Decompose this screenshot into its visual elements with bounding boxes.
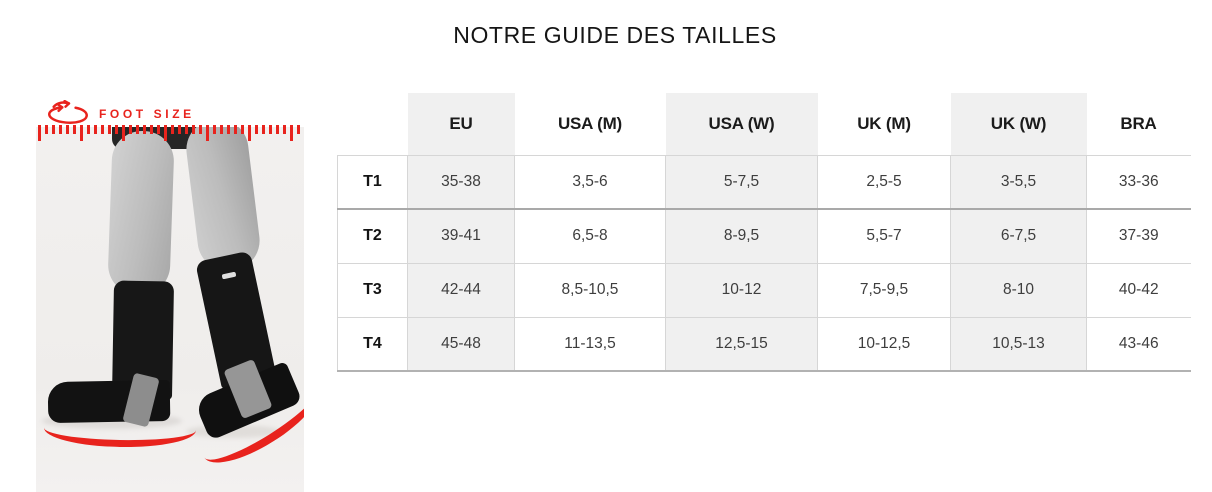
size-label: T4 bbox=[337, 316, 408, 372]
size-cell: 6,5-8 bbox=[514, 208, 666, 264]
foot-size-photo-panel: FOOT SIZE bbox=[36, 98, 304, 492]
size-label: T3 bbox=[337, 262, 408, 318]
size-cell: 10-12 bbox=[665, 262, 818, 318]
size-cell: 2,5-5 bbox=[817, 154, 951, 210]
size-label: T1 bbox=[337, 154, 408, 210]
corner-cell bbox=[338, 93, 408, 155]
size-cell: 3,5-6 bbox=[514, 154, 666, 210]
table-row-t4: T4 45-48 11-13,5 12,5-15 10-12,5 10,5-13… bbox=[337, 316, 1191, 372]
foot-size-label: FOOT SIZE bbox=[99, 106, 195, 121]
size-cell: 43-46 bbox=[1086, 316, 1191, 372]
size-cell: 42-44 bbox=[407, 262, 515, 318]
size-cell: 5,5-7 bbox=[817, 208, 951, 264]
size-cell: 37-39 bbox=[1086, 208, 1191, 264]
size-cell: 10-12,5 bbox=[817, 316, 951, 372]
legs-in-black-socks-photo bbox=[36, 127, 304, 492]
size-cell: 39-41 bbox=[407, 208, 515, 264]
size-cell: 3-5,5 bbox=[950, 154, 1087, 210]
size-cell: 40-42 bbox=[1086, 262, 1191, 318]
ruler-ticks bbox=[38, 125, 302, 142]
size-label: T2 bbox=[337, 208, 408, 264]
left-leg-shape bbox=[107, 129, 175, 297]
size-cell: 11-13,5 bbox=[514, 316, 666, 372]
page-title: NOTRE GUIDE DES TAILLES bbox=[453, 22, 777, 48]
size-cell: 7,5-9,5 bbox=[817, 262, 951, 318]
column-header-uk-w: UK (W) bbox=[950, 93, 1087, 155]
size-cell: 8-10 bbox=[950, 262, 1087, 318]
left-red-swoosh bbox=[43, 409, 197, 449]
ruler-tall-ticks bbox=[38, 125, 302, 141]
foot-size-header: FOOT SIZE bbox=[46, 100, 195, 127]
rotate-measure-arrow-icon bbox=[48, 100, 88, 124]
header-row: EU USA (M) USA (W) UK (M) UK (W) BRA bbox=[338, 93, 1191, 155]
table-row-t3: T3 42-44 8,5-10,5 10-12 7,5-9,5 8-10 40-… bbox=[337, 262, 1191, 318]
column-header-usa-m: USA (M) bbox=[557, 113, 623, 133]
right-leg-shape bbox=[182, 127, 264, 275]
size-table: EU USA (M) USA (W) UK (M) UK (W) BRA T1 … bbox=[337, 93, 1191, 372]
column-header-bra: BRA bbox=[1120, 113, 1157, 133]
size-cell: 6-7,5 bbox=[950, 208, 1087, 264]
size-cell: 45-48 bbox=[407, 316, 515, 372]
column-header-uk-m: UK (M) bbox=[857, 113, 911, 133]
table-row-t1: T1 35-38 3,5-6 5-7,5 2,5-5 3-5,5 33-36 bbox=[337, 154, 1191, 210]
size-table-container: EU USA (M) USA (W) UK (M) UK (W) BRA T1 … bbox=[337, 93, 1191, 372]
size-cell: 8,5-10,5 bbox=[514, 262, 666, 318]
size-cell: 33-36 bbox=[1086, 154, 1191, 210]
table-row-t2: T2 39-41 6,5-8 8-9,5 5,5-7 6-7,5 37-39 bbox=[337, 208, 1191, 264]
size-cell: 8-9,5 bbox=[665, 208, 818, 264]
column-header-usa-w: USA (W) bbox=[665, 93, 818, 155]
size-cell: 12,5-15 bbox=[665, 316, 818, 372]
size-cell: 35-38 bbox=[407, 154, 515, 210]
size-cell: 5-7,5 bbox=[665, 154, 818, 210]
column-header-eu: EU bbox=[407, 93, 515, 155]
size-cell: 10,5-13 bbox=[950, 316, 1087, 372]
